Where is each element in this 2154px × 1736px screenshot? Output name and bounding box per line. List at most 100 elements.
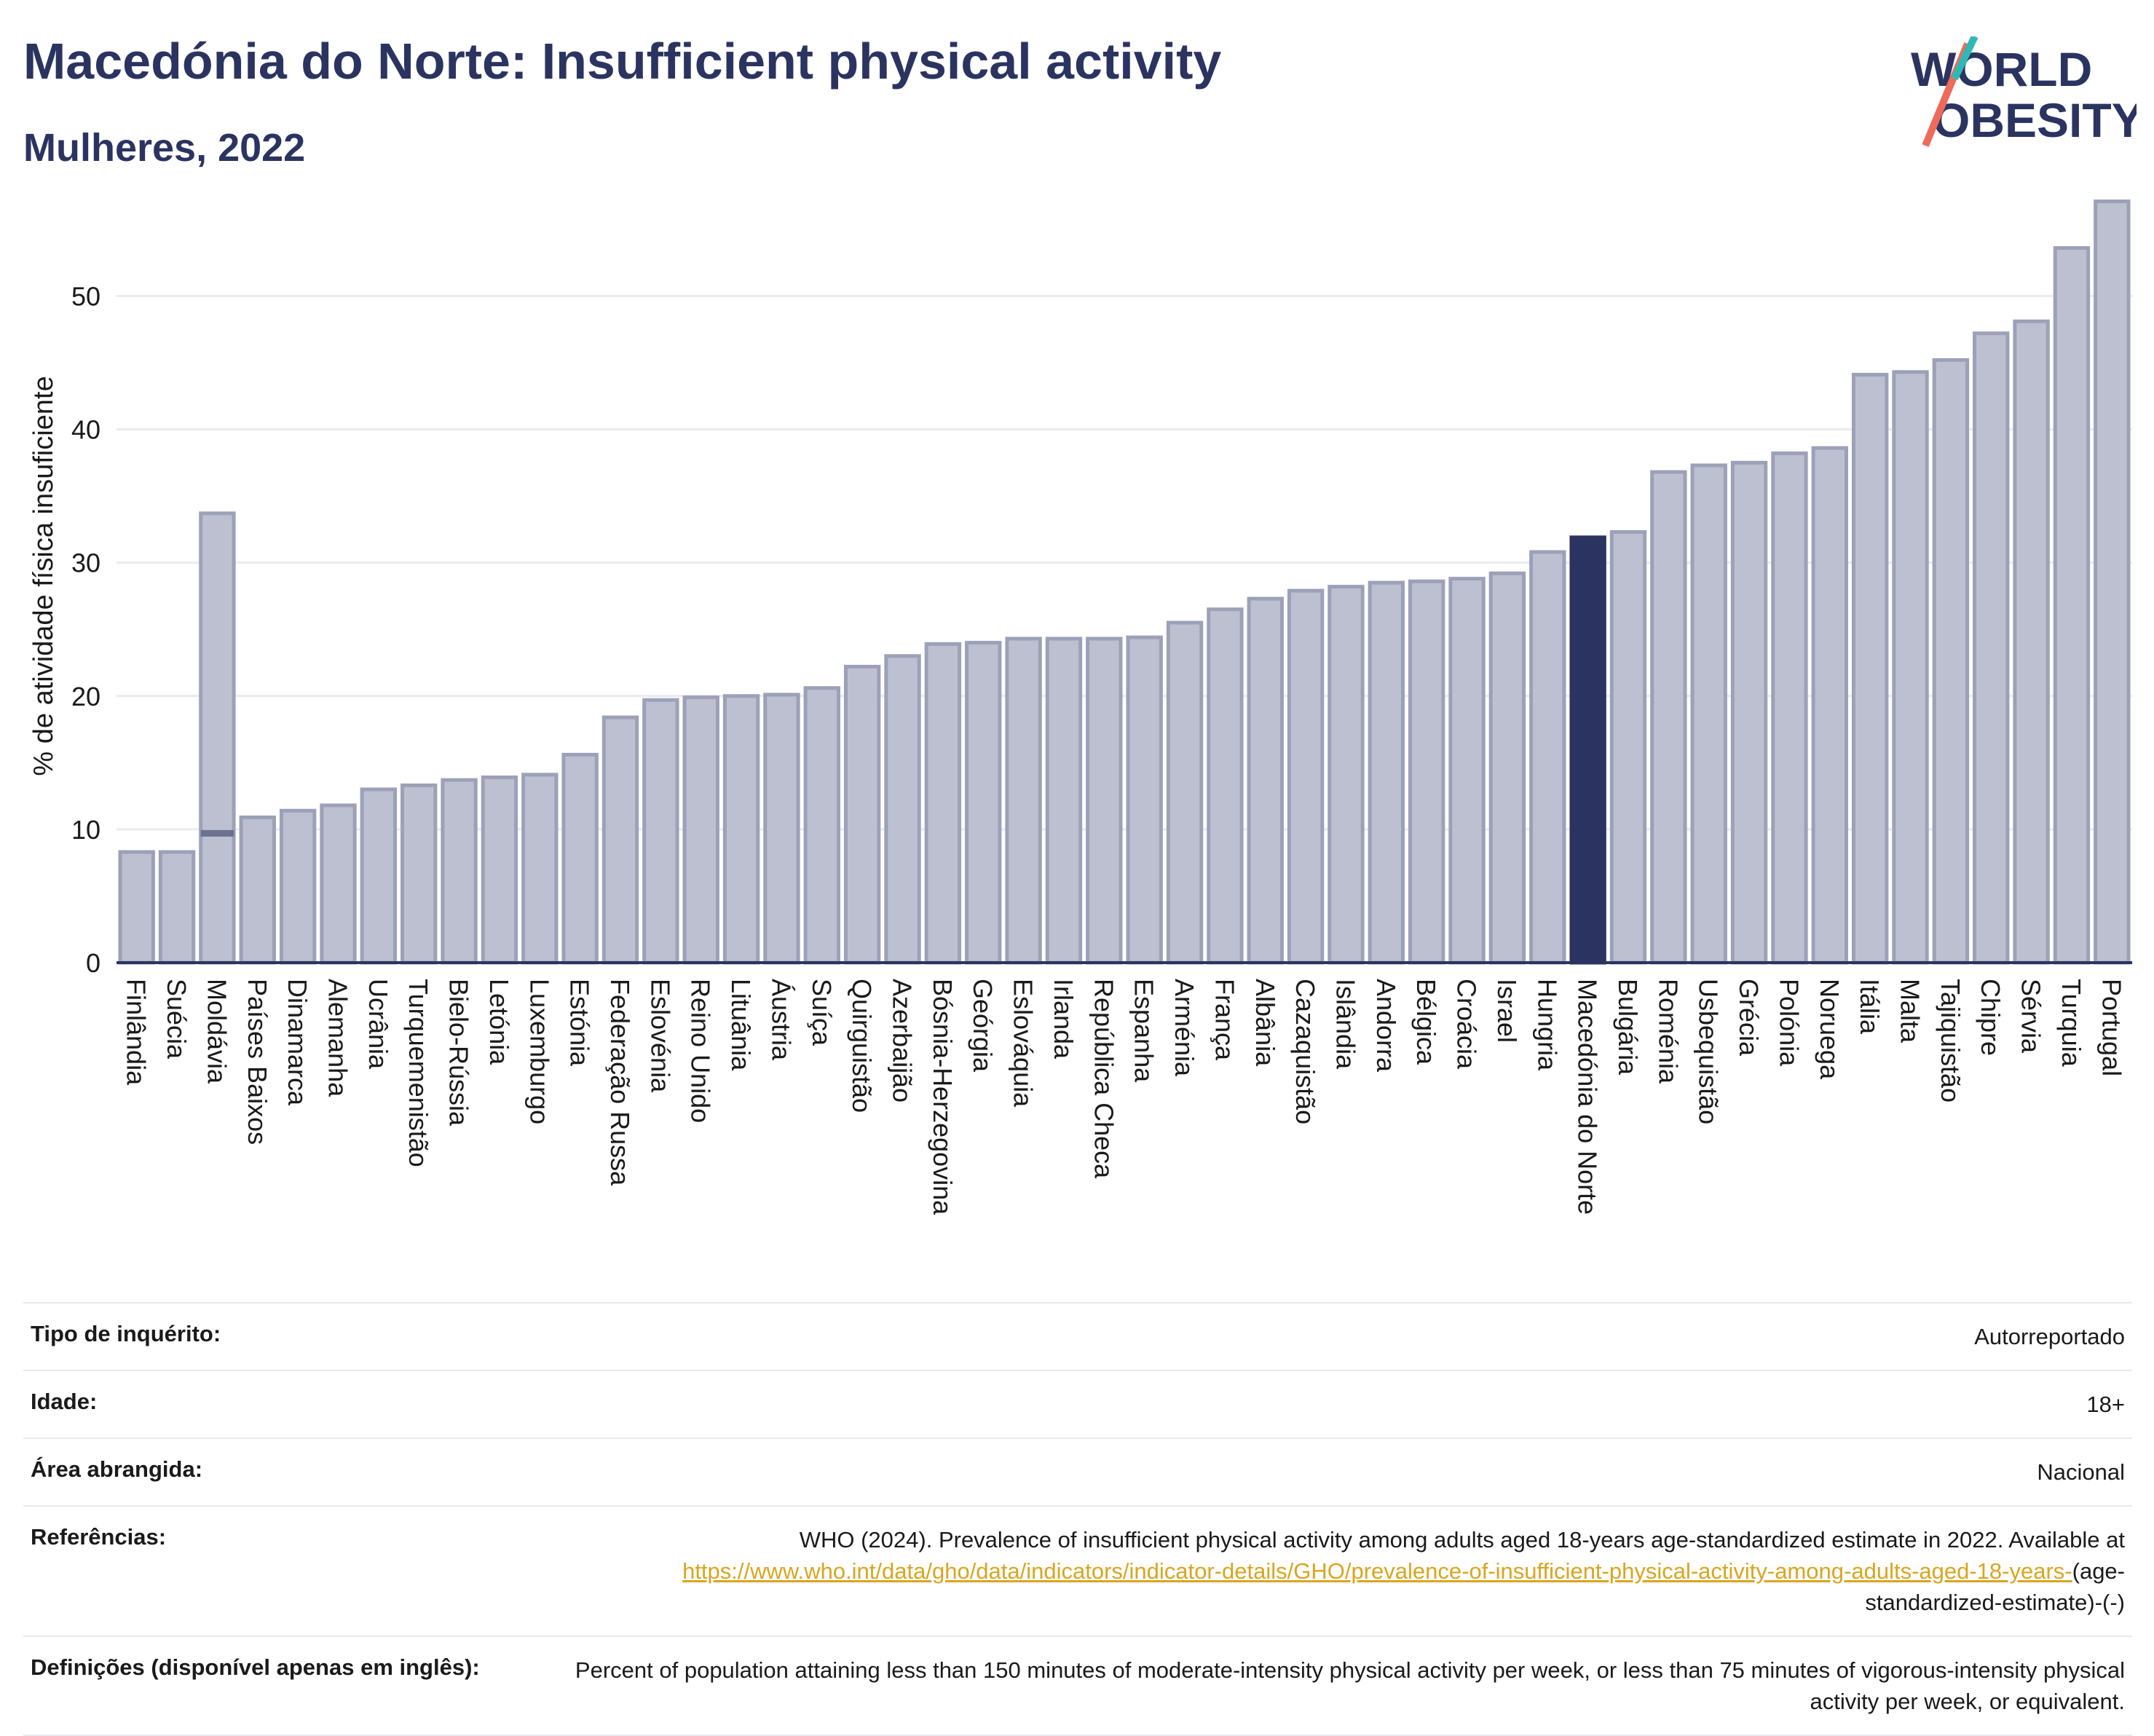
bar-noruega (1811, 446, 1848, 965)
bars (118, 199, 2131, 965)
x-tick-label: Dinamarca (283, 979, 312, 1106)
x-tick-label: Israel (1492, 979, 1522, 1043)
bar-alemanha (320, 803, 357, 965)
x-tick-label: Suécia (162, 979, 192, 1060)
x-axis-tick-labels: Finlândia Suécia Moldávia Países Baixos Dina… (122, 979, 2127, 1215)
y-axis-ticks: 0 10 20 30 40 50 (71, 281, 100, 978)
x-tick-label: Tajiquistão (1936, 979, 1965, 1102)
bar-cazaquist-o (1287, 588, 1325, 965)
bar-federa-o-russa (601, 715, 639, 965)
x-tick-label: Usbequistão (1694, 979, 1724, 1124)
chart-subtitle: Mulheres, 2022 (23, 126, 306, 170)
references-value: WHO (2024). Prevalence of insufficient p… (552, 1524, 2125, 1618)
references-link[interactable]: https://www.who.int/data/gho/data/indica… (682, 1558, 2072, 1584)
bar-dinamarca (279, 808, 317, 965)
x-tick-label: Alemanha (323, 979, 352, 1097)
bar-gr-cia (1730, 460, 1768, 965)
x-tick-label: Turquemenistão (403, 979, 433, 1167)
y-tick-label: 50 (71, 281, 100, 311)
chart-title: Macedónia do Norte: Insufficient physica… (23, 33, 1222, 90)
bar-pol-nia (1771, 451, 1808, 965)
x-tick-label: Lituânia (726, 979, 756, 1071)
references-text: WHO (2024). Prevalence of insufficient p… (799, 1527, 2125, 1552)
x-tick-label: Polónia (1774, 979, 1804, 1067)
bar-irlanda (1045, 636, 1083, 965)
bar-turquia (2053, 246, 2091, 965)
svg-text:OBESITY: OBESITY (1933, 93, 2137, 147)
bar-malta (1892, 370, 1929, 965)
y-tick-label: 20 (71, 682, 100, 711)
details-table: Tipo de inquérito: Autorreportado Idade:… (23, 1302, 2132, 1736)
x-tick-label: Noruega (1815, 979, 1845, 1080)
definitions-row: Definições (disponível apenas em inglês)… (23, 1636, 2132, 1736)
bar-chart: 0 10 20 30 40 50 Finlândia Suécia Moldávia Paíse… (28, 199, 2132, 1215)
bar-b-snia-herzegovina (924, 642, 962, 965)
bar-mold-via (199, 511, 236, 965)
x-tick-label: Países Baixos (242, 979, 272, 1145)
bar-finl-ndia (118, 850, 155, 965)
x-tick-label: Suíça (807, 979, 837, 1046)
bar-ucr-nia (360, 787, 398, 965)
bar-bulg-ria (1609, 530, 1647, 965)
definitions-label: Definições (disponível apenas em inglês)… (31, 1654, 480, 1680)
x-tick-label: Eslováquia (1009, 979, 1038, 1108)
x-tick-label: Grécia (1734, 979, 1764, 1057)
bar-turquemenist-o (401, 783, 438, 965)
x-tick-label: Estónia (565, 979, 595, 1067)
x-tick-label: Cazaquistão (1290, 979, 1320, 1124)
x-tick-label: Sérvia (2016, 979, 2046, 1054)
x-tick-label: Irlanda (1049, 979, 1078, 1060)
x-tick-label: Arménia (1169, 979, 1199, 1077)
bar-espanha (1126, 635, 1163, 965)
x-tick-label: Ucrânia (363, 979, 393, 1070)
bar-tajiquist-o (1932, 358, 1970, 965)
bar--ustria (763, 693, 800, 965)
definitions-value: Percent of population attaining less tha… (575, 1657, 2125, 1714)
bar-quirguist-o (843, 665, 881, 965)
references-tail: (age-standardized-estimate)-(-) (1865, 1558, 2125, 1615)
x-tick-label: Letónia (484, 979, 514, 1065)
bar-litu-nia (722, 694, 760, 965)
x-tick-label: Portugal (2096, 979, 2126, 1076)
x-tick-label: Andorra (1371, 979, 1401, 1073)
survey-type-label: Tipo de inquérito: (31, 1321, 221, 1346)
bar-alb-nia (1247, 596, 1284, 965)
x-tick-label: Bélgica (1411, 979, 1441, 1065)
bar-fran-a (1207, 607, 1244, 965)
y-tick-label: 30 (71, 548, 100, 578)
x-tick-label: Turquia (2056, 979, 2086, 1068)
x-tick-label: Áustria (766, 979, 796, 1061)
bar-su-cia (158, 850, 196, 965)
x-tick-label: Hungria (1532, 979, 1562, 1071)
x-tick-label: Roménia (1653, 979, 1683, 1084)
y-axis-label: % de atividade física insuficiente (28, 376, 59, 776)
y-tick-label: 10 (71, 815, 100, 845)
area-row: Área abrangida: Nacional (23, 1437, 2132, 1505)
x-tick-label: Bósnia-Herzegovina (928, 979, 958, 1215)
x-tick-label: República Checa (1089, 979, 1119, 1179)
x-tick-label: Itália (1855, 979, 1885, 1035)
bar-su-a (803, 686, 840, 965)
x-tick-label: Bulgária (1613, 979, 1643, 1076)
x-tick-label: Geórgia (968, 979, 998, 1073)
y-tick-label: 40 (71, 415, 100, 445)
x-tick-label: Malta (1895, 979, 1925, 1043)
bar-portugal (2094, 199, 2131, 965)
x-tick-label: França (1210, 979, 1239, 1061)
x-tick-label: Federação Russa (605, 979, 635, 1186)
bar-usbequist-o (1690, 463, 1727, 965)
survey-type-row: Tipo de inquérito: Autorreportado (23, 1302, 2132, 1370)
bar-eslov-nia (642, 698, 679, 965)
svg-text:WORLD: WORLD (1911, 42, 2092, 96)
bar-rep-blica-checa (1086, 636, 1123, 965)
age-row: Idade: 18+ (23, 1370, 2132, 1437)
bar-israel (1488, 571, 1526, 965)
age-label: Idade: (31, 1389, 98, 1414)
bar-andorra (1368, 580, 1405, 965)
area-value: Nacional (2037, 1459, 2125, 1485)
bar-ge-rgia (965, 641, 1002, 965)
x-tick-label: Quirguistão (847, 979, 877, 1113)
bar-hungria (1529, 550, 1566, 965)
x-tick-label: Croácia (1452, 979, 1482, 1070)
x-tick-label: Azerbaijão (888, 979, 918, 1102)
